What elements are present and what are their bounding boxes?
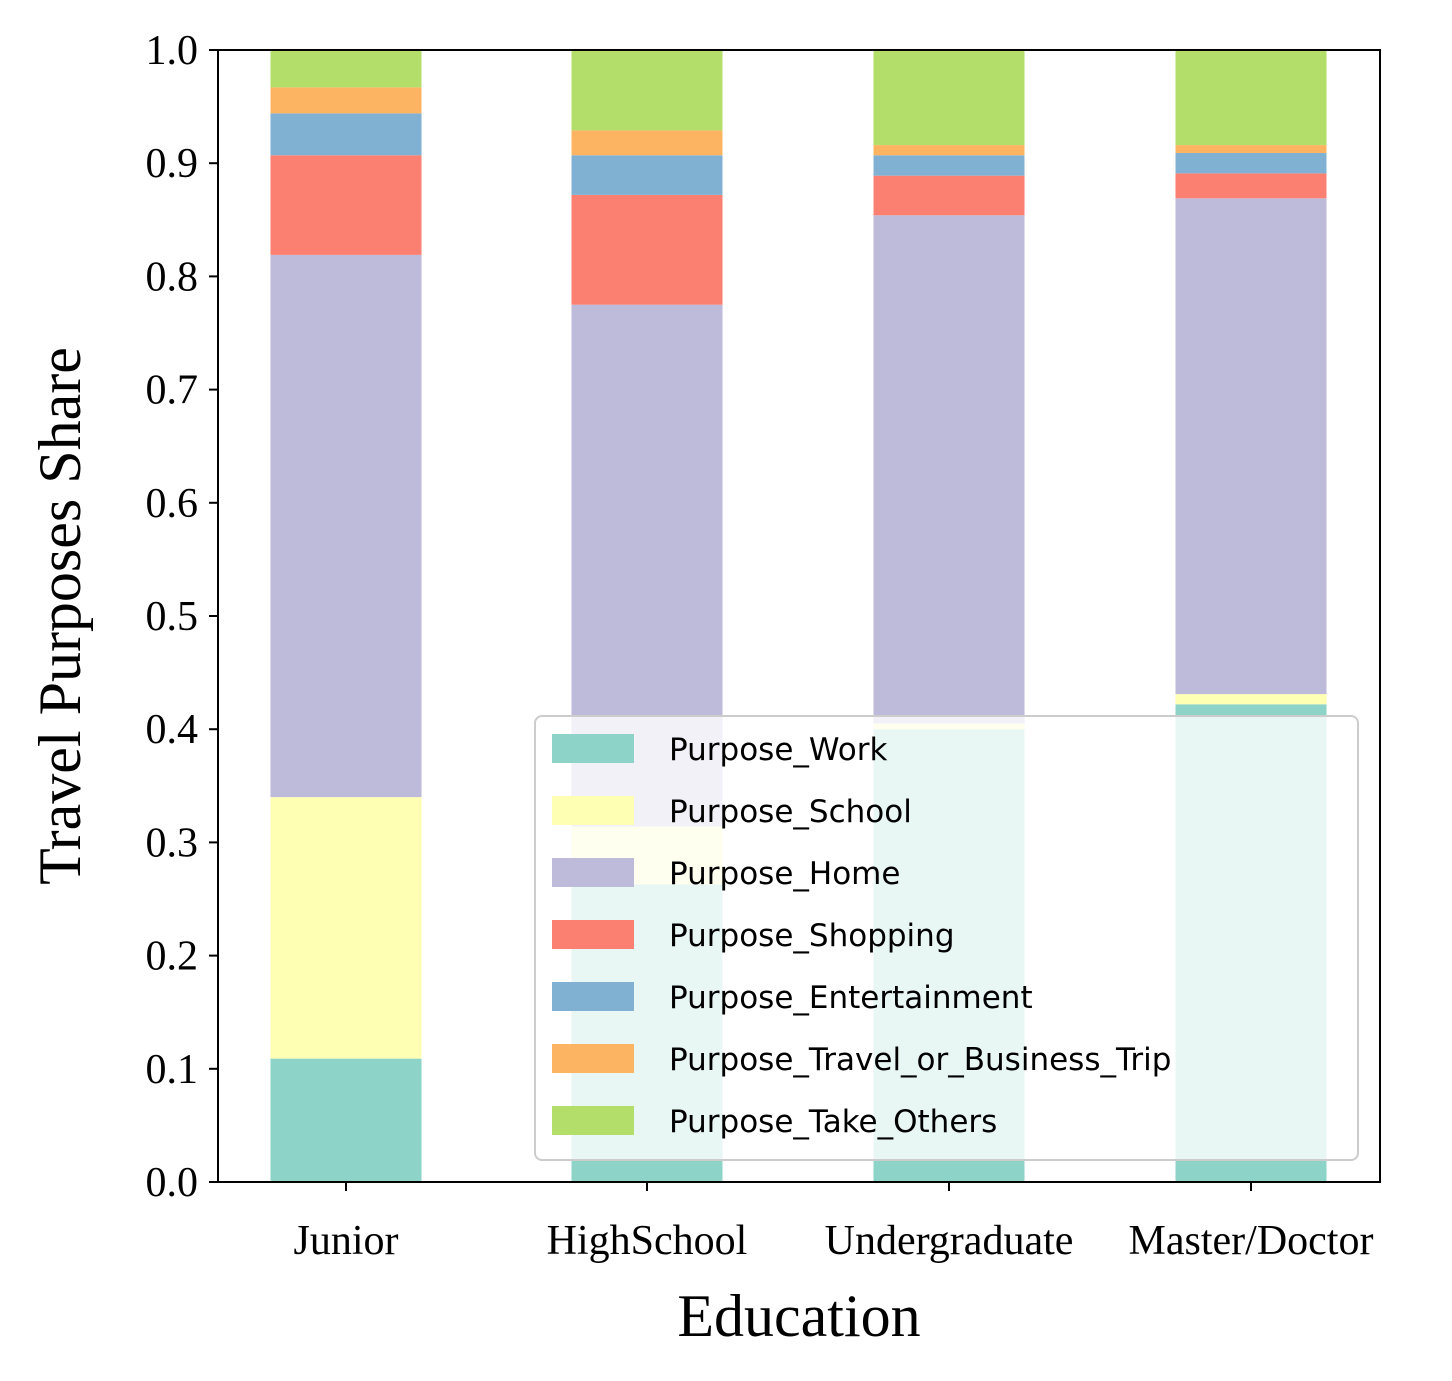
bar-segment-purpose-shopping-masterdoctor	[1175, 173, 1327, 199]
bar-segment-purpose-take-others-highschool	[571, 50, 723, 131]
y-tick-label: 0.5	[146, 594, 199, 640]
x-axis-title: Education	[677, 1283, 920, 1349]
legend-label: Purpose_Travel_or_Business_Trip	[669, 1042, 1171, 1078]
y-axis: 0.0 0.1 0.2 0.3 0.4 0.5 0.6 0.7 0.8 0.9 1.0	[146, 28, 218, 1206]
bar-segment-purpose-travel-or-business-trip-masterdoctor	[1175, 145, 1327, 154]
bar-segment-purpose-home-masterdoctor	[1175, 198, 1327, 695]
x-tick-label: Undergraduate	[825, 1218, 1074, 1264]
bar-segment-purpose-entertainment-undergraduate	[873, 155, 1025, 176]
legend: Purpose_Work Purpose_School Purpose_Home Pu…	[534, 715, 1359, 1161]
bar-segment-purpose-shopping-undergraduate	[873, 175, 1025, 216]
bar-segment-purpose-take-others-undergraduate	[873, 50, 1025, 146]
y-tick-label: 0.0	[146, 1160, 199, 1206]
y-tick-label: 0.8	[146, 254, 199, 300]
legend-swatch	[552, 796, 634, 825]
bar-segment-purpose-home-junior	[270, 254, 422, 798]
legend-swatch	[552, 982, 634, 1011]
legend-swatch	[552, 920, 634, 949]
x-tick-label: Master/Doctor	[1129, 1218, 1374, 1264]
y-tick-label: 0.4	[146, 707, 199, 753]
y-axis-title: Travel Purposes Share	[27, 347, 93, 885]
legend-label: Purpose_Take_Others	[669, 1104, 997, 1140]
x-axis: Junior HighSchool Undergraduate Master/Doct…	[294, 1182, 1374, 1264]
y-tick-label: 0.1	[146, 1047, 199, 1093]
legend-label: Purpose_Work	[669, 732, 887, 768]
x-tick-label: HighSchool	[547, 1218, 748, 1264]
bar-segment-purpose-school-junior	[270, 797, 422, 1059]
bar-segment-purpose-take-others-masterdoctor	[1175, 50, 1327, 146]
legend-label: Purpose_Entertainment	[669, 980, 1033, 1016]
bar-segment-purpose-school-masterdoctor	[1175, 694, 1327, 705]
bar-segment-purpose-travel-or-business-trip-highschool	[571, 130, 723, 156]
y-tick-label: 0.6	[146, 481, 199, 527]
bar-segment-purpose-shopping-junior	[270, 155, 422, 255]
legend-swatch	[552, 858, 634, 887]
bar-segment-purpose-shopping-highschool	[571, 194, 723, 305]
bar-segment-purpose-home-undergraduate	[873, 215, 1025, 724]
legend-label: Purpose_Shopping	[669, 918, 955, 954]
bar-segment-purpose-work-junior	[270, 1058, 422, 1182]
bar-segment-purpose-entertainment-masterdoctor	[1175, 153, 1327, 174]
y-tick-label: 1.0	[146, 28, 199, 74]
bar-segment-purpose-entertainment-junior	[270, 113, 422, 156]
bar-segment-purpose-take-others-junior	[270, 50, 422, 88]
y-tick-label: 0.3	[146, 820, 199, 866]
legend-swatch	[552, 734, 634, 763]
legend-label: Purpose_School	[669, 794, 912, 830]
x-tick-label: Junior	[294, 1218, 399, 1264]
legend-box	[534, 715, 1359, 1161]
bar-segment-purpose-travel-or-business-trip-junior	[270, 87, 422, 114]
legend-swatch	[552, 1106, 634, 1135]
y-tick-label: 0.7	[146, 368, 199, 414]
bar-segment-purpose-entertainment-highschool	[571, 155, 723, 195]
legend-label: Purpose_Home	[669, 856, 900, 892]
bar-segment-purpose-travel-or-business-trip-undergraduate	[873, 145, 1025, 156]
y-tick-label: 0.2	[146, 934, 199, 980]
legend-swatch	[552, 1044, 634, 1073]
y-tick-label: 0.9	[146, 141, 199, 187]
